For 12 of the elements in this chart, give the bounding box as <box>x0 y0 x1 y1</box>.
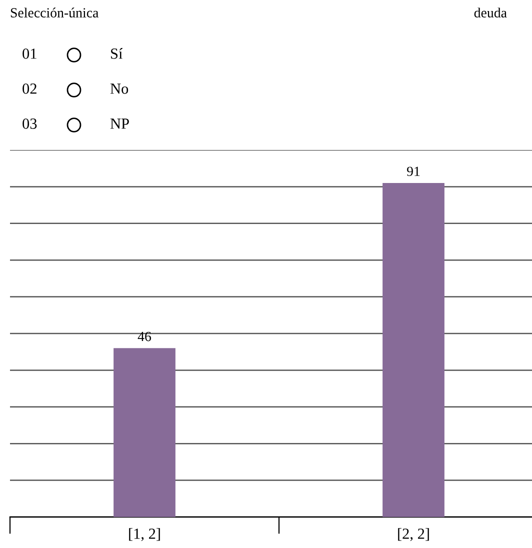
chart-title: Selección-única <box>10 8 98 18</box>
chart-subtitle: deuda <box>474 8 507 18</box>
x-tick-label: [2, 2] <box>398 528 429 542</box>
x-tick-label: [1, 2] <box>129 528 160 542</box>
data-label: 46 <box>138 332 152 342</box>
text: 02 <box>22 84 36 94</box>
text: 03 <box>22 118 37 129</box>
text: Sí <box>111 48 123 59</box>
text: No <box>110 84 128 94</box>
data-label: 91 <box>407 166 420 176</box>
text: 01 <box>22 48 36 59</box>
text: NP <box>110 118 129 129</box>
